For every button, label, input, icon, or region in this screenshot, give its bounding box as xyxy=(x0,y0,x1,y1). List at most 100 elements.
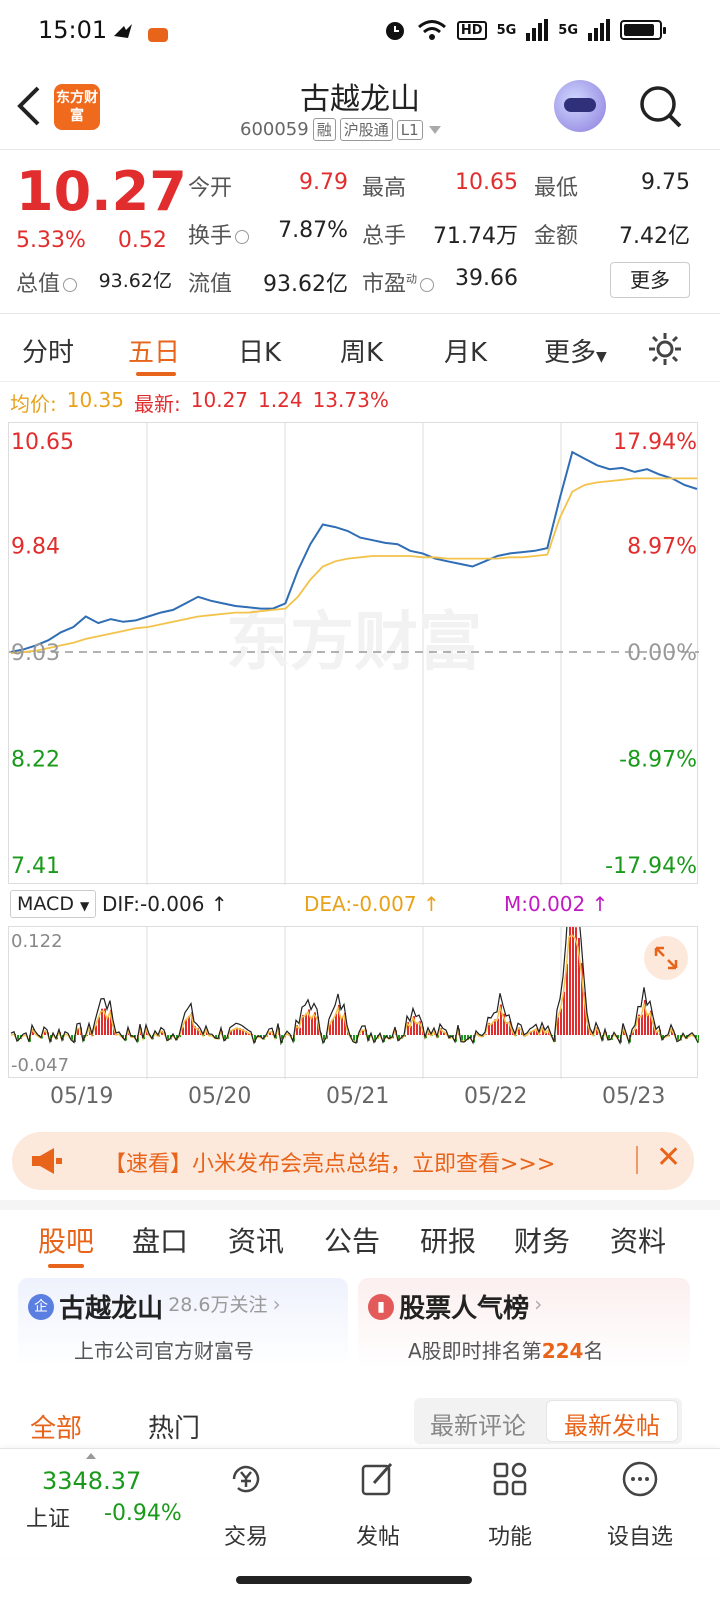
home-indicator[interactable] xyxy=(236,1576,472,1584)
arrow-up-icon: ↑ xyxy=(591,892,609,916)
macd-bar xyxy=(101,1008,103,1035)
nav-trade[interactable]: 交易 xyxy=(206,1459,286,1551)
pe-value: 39.66 xyxy=(455,266,518,291)
tab-profile[interactable]: 资料 xyxy=(610,1225,667,1258)
macd-bar xyxy=(695,1035,697,1038)
close-icon[interactable]: ✕ xyxy=(656,1140,682,1175)
macd-bar xyxy=(506,1022,508,1035)
tab-intraday[interactable]: 分时 xyxy=(22,338,75,368)
macd-bar xyxy=(296,1025,298,1035)
info-icon[interactable] xyxy=(235,230,250,244)
macd-bar xyxy=(323,1035,325,1043)
index-change[interactable]: -0.94% xyxy=(104,1501,182,1526)
macd-bar xyxy=(44,1030,46,1035)
popularity-card[interactable]: ▮ 股票人气榜 › A股即时排名第224名 xyxy=(358,1278,690,1368)
high-value: 10.65 xyxy=(455,170,518,195)
float-label: 流值 xyxy=(188,272,233,297)
signal-2-label: 5G xyxy=(558,22,578,38)
nav-post[interactable]: 发帖 xyxy=(338,1459,418,1551)
tab-guba[interactable]: 股吧 xyxy=(38,1225,95,1258)
sort-latest-post[interactable]: 最新发帖 xyxy=(564,1412,660,1440)
more-button[interactable]: 更多 xyxy=(610,262,690,298)
macd-bottom-label: -0.047 xyxy=(11,1055,69,1076)
y-tick-right: 17.94% xyxy=(613,430,697,455)
five-day-chart[interactable]: 东方财富 10.65 9.84 9.03 8.22 7.41 17.94% 8.97% 0.00… xyxy=(8,422,699,885)
macd-bar xyxy=(299,1027,301,1035)
alarm-icon xyxy=(385,22,404,40)
sort-latest-comment[interactable]: 最新评论 xyxy=(430,1412,526,1440)
filter-all[interactable]: 全部 xyxy=(30,1414,83,1444)
macd-bar xyxy=(230,1030,232,1035)
macd-bar xyxy=(608,1035,610,1041)
macd-bar xyxy=(182,1027,184,1035)
chevron-left-icon[interactable] xyxy=(14,84,44,128)
assistant-robot-icon[interactable] xyxy=(554,80,606,132)
macd-bar xyxy=(497,1018,499,1035)
macd-bar xyxy=(584,992,586,1035)
search-icon[interactable] xyxy=(638,84,682,128)
info-icon[interactable] xyxy=(420,278,435,292)
company-account-card[interactable]: 企 古越龙山 28.6万关注 › 上市公司官方财富号 xyxy=(18,1278,348,1368)
macd-bar xyxy=(677,1035,679,1042)
price-change: 5.33% 0.52 xyxy=(16,228,167,253)
tab-research[interactable]: 研报 xyxy=(420,1225,477,1258)
y-tick-left: 10.65 xyxy=(11,430,74,455)
volume-value: 71.74万 xyxy=(433,224,518,249)
macd-bar xyxy=(470,1035,472,1039)
index-name[interactable]: 上证 xyxy=(26,1507,71,1532)
megaphone-icon xyxy=(32,1148,62,1174)
eastmoney-logo[interactable]: 东方财富 xyxy=(54,84,100,130)
rank-number: 224 xyxy=(541,1339,584,1363)
turnover-value: 7.87% xyxy=(278,218,348,243)
date-axis: 05/19 05/20 05/21 05/22 05/23 xyxy=(0,1084,720,1114)
macd-chart[interactable]: 0.122 -0.047 xyxy=(8,888,700,1079)
macd-bar xyxy=(194,1026,196,1035)
tab-five-day[interactable]: 五日 xyxy=(128,338,181,368)
indicator-select[interactable]: MACD ▼ xyxy=(10,890,97,918)
filter-hot[interactable]: 热门 xyxy=(148,1414,201,1444)
nav-functions[interactable]: 功能 xyxy=(470,1459,550,1551)
dif-value: DIF:-0.006 ↑ xyxy=(102,892,228,916)
macd-top-label: 0.122 xyxy=(11,931,63,952)
info-icon[interactable] xyxy=(63,278,78,292)
tab-indicator xyxy=(136,372,176,376)
last-price: 10.27 xyxy=(16,160,187,223)
macd-bar xyxy=(362,1029,364,1035)
turnover-label: 换手 xyxy=(188,224,233,249)
tab-finance[interactable]: 财务 xyxy=(514,1225,571,1258)
rank-suffix: 名 xyxy=(583,1339,604,1363)
macd-bar xyxy=(224,1035,226,1041)
macd-bar xyxy=(77,1027,79,1035)
news-banner[interactable]: 【速看】小米发布会亮点总结，立即查看>>> ✕ xyxy=(12,1132,694,1190)
quote-panel: 10.27 5.33% 0.52 今开 9.79 最高 10.65 最低 9.75 换… xyxy=(0,152,720,314)
y-tick-left: 8.22 xyxy=(11,748,60,773)
caret-up-icon[interactable] xyxy=(84,1451,98,1461)
macd-bar xyxy=(197,1028,199,1035)
tab-announcements[interactable]: 公告 xyxy=(324,1225,381,1258)
level-tag: L1 xyxy=(396,119,423,140)
amount-label: 金额 xyxy=(534,224,579,249)
tab-more[interactable]: 更多▼ xyxy=(544,332,607,369)
tab-orderbook[interactable]: 盘口 xyxy=(132,1225,189,1258)
tab-monthly-k[interactable]: 月K xyxy=(444,338,488,368)
nav-add-watchlist[interactable]: 设自选 xyxy=(600,1459,680,1551)
macd-bar xyxy=(644,999,646,1035)
macd-bar xyxy=(581,962,583,1035)
tab-news[interactable]: 资讯 xyxy=(228,1225,285,1258)
y-tick-right: 8.97% xyxy=(627,535,697,560)
caret-down-icon[interactable] xyxy=(427,124,443,136)
macd-bar xyxy=(488,1022,490,1035)
gear-icon[interactable] xyxy=(646,330,684,368)
macd-bar xyxy=(572,924,574,1035)
expand-chart-button[interactable] xyxy=(644,936,688,980)
tab-weekly-k[interactable]: 周K xyxy=(340,338,384,368)
series-line-price xyxy=(10,450,698,653)
banner-text[interactable]: 【速看】小米发布会亮点总结，立即查看>>> xyxy=(104,1152,556,1177)
company-account-title: 古越龙山 xyxy=(59,1294,164,1324)
tab-daily-k[interactable]: 日K xyxy=(238,338,282,368)
signal-icon-2 xyxy=(588,19,610,41)
page-title: 古越龙山 xyxy=(300,82,420,117)
index-value[interactable]: 3348.37 xyxy=(42,1467,142,1495)
float-value: 93.62亿 xyxy=(263,272,348,297)
macd-bar xyxy=(71,1035,73,1041)
